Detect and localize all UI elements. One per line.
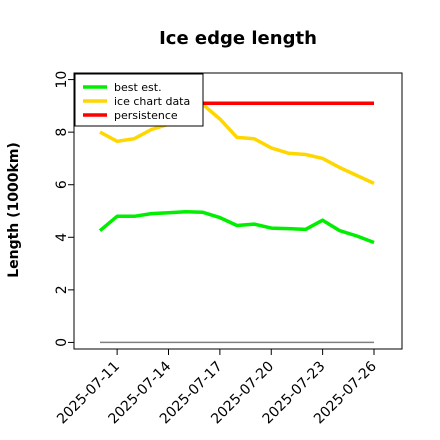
legend-label: persistence <box>114 109 178 122</box>
chart-title: Ice edge length <box>159 28 317 49</box>
y-tick-label: 2 <box>54 285 70 294</box>
y-tick-label: 6 <box>54 180 70 189</box>
series-line-ice-chart-data <box>99 102 375 185</box>
y-tick-label: 0 <box>54 338 70 347</box>
y-axis-label: Length (1000km) <box>6 142 22 278</box>
series-line-best-est <box>98 210 375 245</box>
plot-frame <box>73 72 403 350</box>
legend-label: best est. <box>114 81 162 94</box>
legend-label: ice chart data <box>114 95 190 108</box>
y-tick-label: 4 <box>54 233 70 242</box>
y-tick-label: 10 <box>54 71 70 89</box>
y-tick-label: 8 <box>54 128 70 137</box>
